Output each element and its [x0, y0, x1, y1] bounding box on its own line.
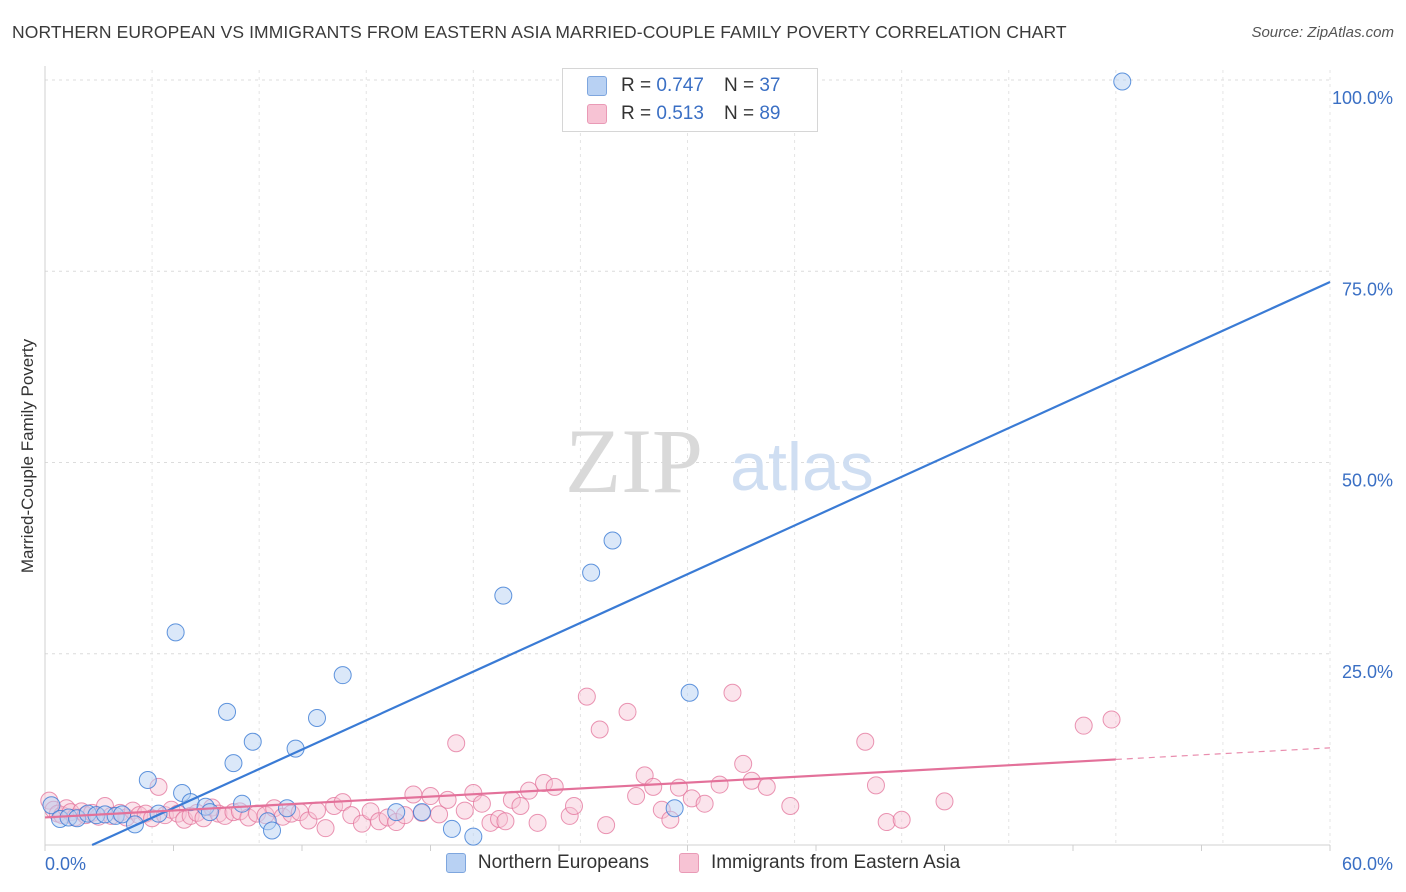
point-northern-europeans — [42, 796, 61, 815]
chart-title: NORTHERN EUROPEAN VS IMMIGRANTS FROM EAS… — [12, 22, 1067, 42]
point-eastern-asia — [935, 792, 954, 811]
trend-line-northern-europeans — [91, 280, 1331, 847]
point-eastern-asia — [528, 813, 547, 832]
point-eastern-asia — [438, 790, 457, 809]
point-northern-europeans — [603, 531, 622, 550]
point-northern-europeans — [494, 586, 513, 605]
legend-item-northern-europeans[interactable]: Northern Europeans — [445, 852, 649, 874]
legend-swatch-blue — [445, 853, 466, 873]
source-credit: Source: ZipAtlas.com — [1251, 24, 1394, 41]
point-eastern-asia — [560, 806, 579, 825]
point-eastern-asia — [481, 813, 500, 832]
point-eastern-asia — [404, 785, 423, 804]
legend-n-label: N = — [723, 103, 755, 124]
point-eastern-asia — [710, 775, 729, 794]
gridlines — [45, 70, 1331, 845]
point-eastern-asia — [455, 801, 474, 820]
point-eastern-asia — [316, 819, 335, 838]
y-tick-label: 75.0% — [1342, 279, 1393, 299]
legend-r-value: 0.513 — [656, 103, 704, 124]
point-eastern-asia — [590, 720, 609, 739]
y-tick-label: 100.0% — [1332, 88, 1393, 108]
point-eastern-asia — [545, 777, 564, 796]
point-eastern-asia — [597, 816, 616, 835]
point-northern-europeans — [680, 683, 699, 702]
point-northern-europeans — [233, 794, 252, 813]
correlation-legend: R = 0.747 N = 37 R = 0.513 N = 89 — [562, 68, 818, 132]
point-eastern-asia — [472, 794, 491, 813]
point-northern-europeans — [263, 821, 282, 840]
point-northern-europeans — [412, 803, 431, 822]
legend-row-northern-europeans: R = 0.747 N = 37 — [587, 74, 780, 98]
point-eastern-asia — [1074, 716, 1093, 735]
point-northern-europeans — [200, 803, 219, 822]
series-legend: Northern Europeans Immigrants from Easte… — [0, 852, 1406, 874]
trend-line-eastern-asia-extension — [1115, 747, 1331, 761]
legend-item-eastern-asia[interactable]: Immigrants from Eastern Asia — [678, 852, 961, 874]
point-eastern-asia — [695, 794, 714, 813]
trend-line-eastern-asia — [44, 758, 1116, 819]
point-northern-europeans — [138, 770, 157, 789]
point-northern-europeans — [278, 799, 297, 818]
point-eastern-asia — [307, 801, 326, 820]
point-eastern-asia — [723, 683, 742, 702]
x-tick-label: 60.0% — [1342, 854, 1393, 874]
legend-r-value: 0.747 — [656, 75, 704, 96]
point-eastern-asia — [1102, 710, 1121, 729]
axes — [44, 66, 1331, 851]
legend-label: Immigrants from Eastern Asia — [710, 852, 961, 873]
watermark-atlas: atlas — [730, 429, 874, 505]
point-eastern-asia — [644, 777, 663, 796]
legend-r-label: R = — [621, 103, 652, 124]
point-northern-europeans — [307, 709, 326, 728]
point-eastern-asia — [742, 771, 761, 790]
point-eastern-asia — [496, 812, 515, 831]
legend-swatch-pink — [678, 853, 699, 873]
point-northern-europeans — [665, 799, 684, 818]
point-eastern-asia — [856, 732, 875, 751]
point-eastern-asia — [564, 796, 583, 815]
point-northern-europeans — [582, 563, 601, 582]
point-eastern-asia — [866, 776, 885, 795]
point-northern-europeans — [218, 702, 237, 721]
x-tick-label: 0.0% — [45, 854, 86, 874]
legend-n-value: 37 — [759, 75, 781, 96]
point-eastern-asia — [511, 796, 530, 815]
point-eastern-asia — [577, 687, 596, 706]
point-northern-europeans — [387, 803, 406, 822]
point-eastern-asia — [877, 813, 896, 832]
point-eastern-asia — [627, 787, 646, 806]
point-northern-europeans — [1113, 72, 1132, 91]
point-eastern-asia — [781, 796, 800, 815]
y-tick-label: 25.0% — [1342, 662, 1393, 682]
point-eastern-asia — [757, 777, 776, 796]
point-northern-europeans — [166, 623, 185, 642]
point-northern-europeans — [333, 666, 352, 685]
point-northern-europeans — [464, 827, 483, 846]
legend-r-label: R = — [621, 75, 652, 96]
legend-n-value: 89 — [759, 103, 781, 124]
point-eastern-asia — [734, 754, 753, 773]
point-northern-europeans — [243, 732, 262, 751]
point-northern-europeans — [442, 819, 461, 838]
legend-swatch-blue — [587, 76, 607, 96]
legend-label: Northern Europeans — [477, 852, 649, 873]
trend-lines — [44, 280, 1331, 847]
point-eastern-asia — [447, 734, 466, 753]
tick-labels: 25.0% 50.0% 75.0% 100.0% 0.0% 60.0% — [45, 88, 1393, 874]
point-eastern-asia — [892, 810, 911, 829]
point-eastern-asia — [618, 702, 637, 721]
watermark-zip: ZIP — [565, 410, 703, 512]
point-northern-europeans — [224, 754, 243, 773]
legend-n-label: N = — [723, 75, 755, 96]
legend-swatch-pink — [587, 104, 607, 124]
point-eastern-asia — [535, 774, 554, 793]
legend-row-eastern-asia: R = 0.513 N = 89 — [587, 102, 780, 126]
y-tick-label: 50.0% — [1342, 471, 1393, 491]
